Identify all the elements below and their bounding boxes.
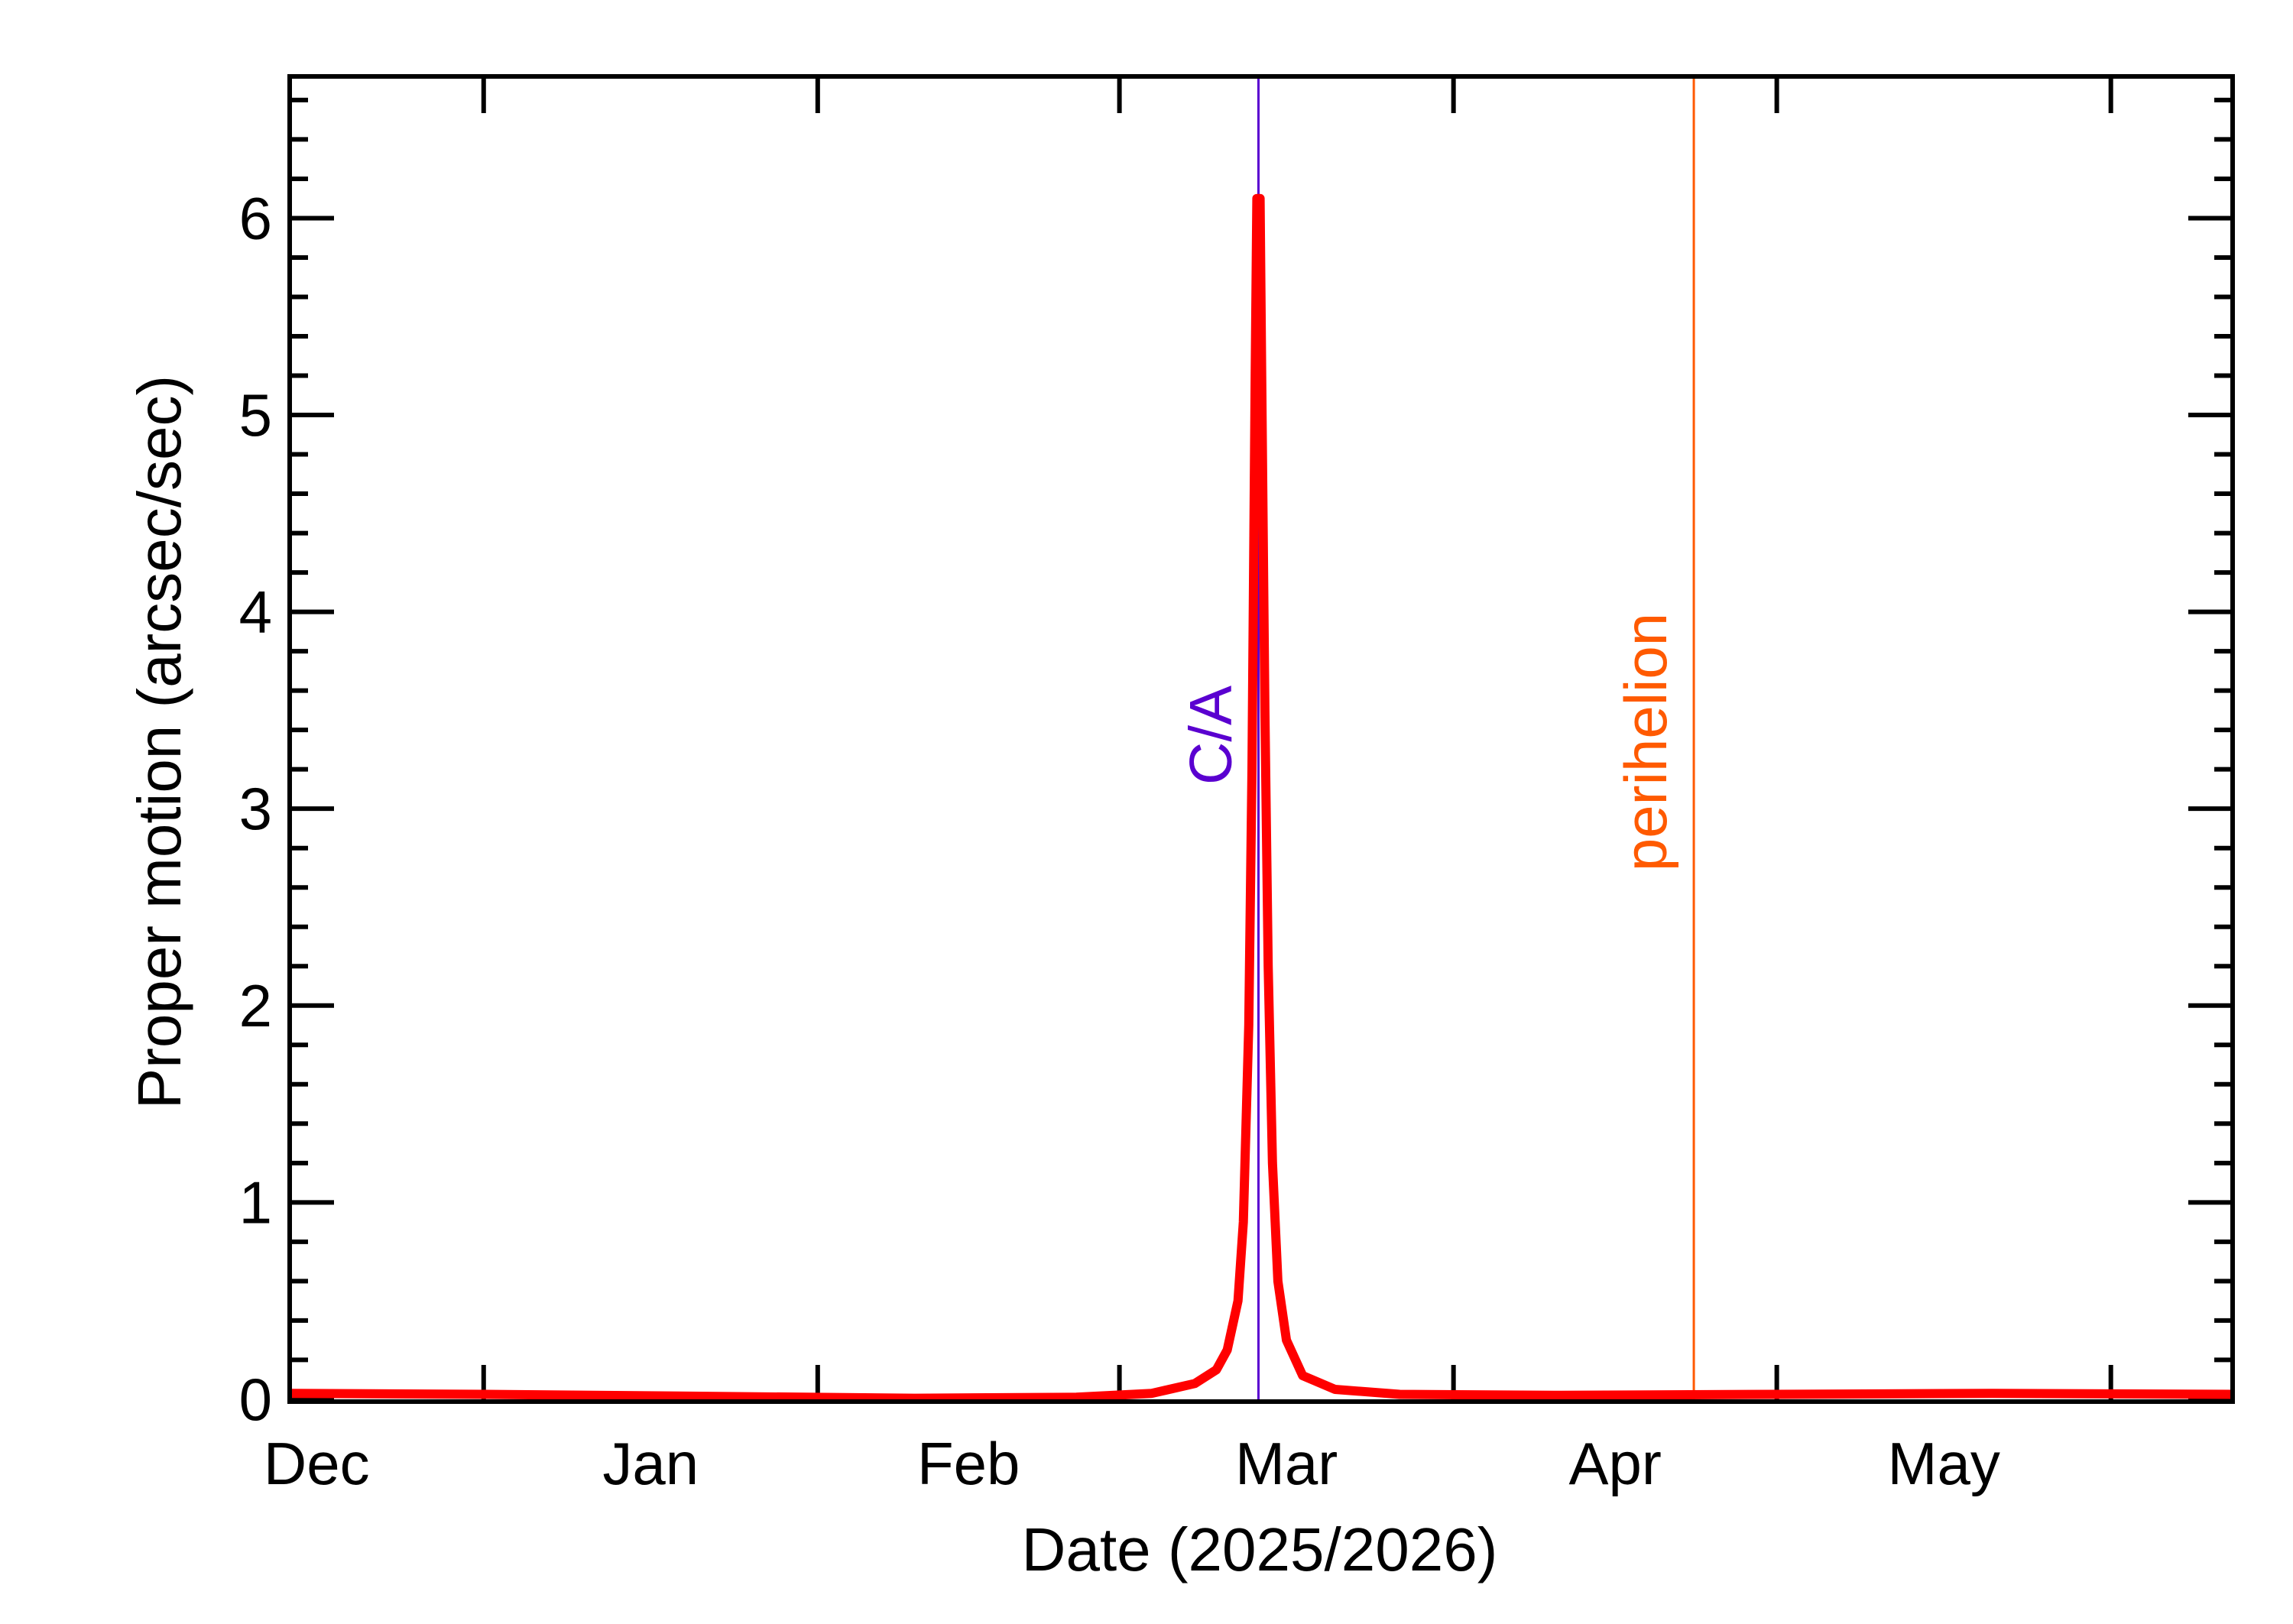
y-tick-label: 0 (239, 1366, 272, 1433)
x-tick-label: May (1887, 1430, 1999, 1497)
x-axis-title: Date (2025/2026) (1022, 1515, 1498, 1583)
x-tick-label: Dec (264, 1430, 370, 1497)
x-tick-label: Apr (1568, 1430, 1661, 1497)
y-tick-label: 1 (239, 1169, 272, 1236)
axis-ticks (290, 76, 2233, 1402)
y-tick-label: 5 (239, 381, 272, 449)
y-tick-label: 3 (239, 775, 272, 842)
event-label-perihelion: perihelion (1612, 613, 1679, 871)
x-tick-label: Mar (1235, 1430, 1338, 1497)
y-tick-label: 2 (239, 972, 272, 1039)
y-axis-title: Proper motion (arcsec/sec) (125, 375, 193, 1109)
x-tick-label: Jan (602, 1430, 699, 1497)
plot-frame (287, 74, 2235, 1404)
y-tick-label: 4 (239, 579, 272, 646)
y-tick-label: 6 (239, 184, 272, 251)
x-tick-label: Feb (917, 1430, 1020, 1497)
tick-labels: 0 1 2 3 4 5 6 Dec Jan Feb Mar Apr May C/A perihelion (239, 184, 2000, 1497)
event-label-closest-approach: C/A (1176, 686, 1244, 785)
